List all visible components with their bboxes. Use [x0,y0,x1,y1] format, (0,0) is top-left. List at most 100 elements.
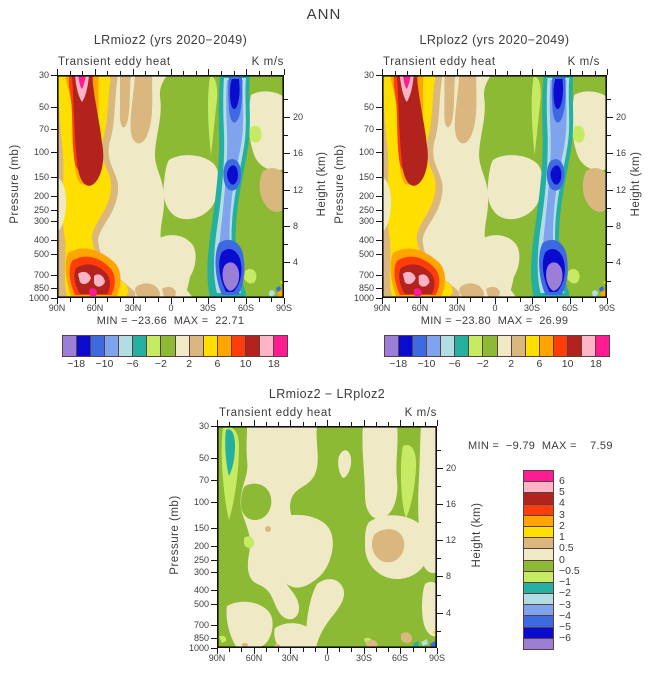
axis-tick [607,190,613,191]
panel3-title: LRmioz2 − LRploz2 [268,387,386,401]
tick-label: 8 [446,571,452,581]
tick-label: 20 [616,112,627,122]
axis-tick [51,298,57,299]
axis-tick [327,648,328,654]
axis-tick [284,135,288,136]
axis-tick [82,298,83,302]
axis-tick [388,422,389,426]
axis-tick [284,208,288,209]
tick-label: 12 [293,185,304,195]
tick-label: 4 [616,257,622,267]
axis-tick [211,426,217,427]
axis-tick [395,298,396,302]
axis-tick [425,422,426,426]
colorbar-cell [273,336,287,356]
colorbar-cell [427,336,442,356]
tick-label: 300 [33,216,49,226]
colorbar-tick-label: −10 [417,358,436,370]
colorbar-cell [524,627,553,639]
axis-tick [211,604,217,605]
tick-label: 250 [193,555,209,565]
axis-tick [437,558,441,559]
axis-tick [234,71,235,75]
axis-tick [51,240,57,241]
axis-tick [437,420,438,426]
colorbar-tick-label: −6 [448,358,461,370]
axis-tick [457,69,458,75]
axis-tick [82,71,83,75]
tick-label: 500 [358,249,374,259]
axis-tick [51,221,57,222]
colorbar-cell [524,515,553,527]
colorbar-tick-label: 6 [536,358,543,370]
axis-tick [376,129,382,130]
tick-label: 90S [275,303,292,313]
contour-field [217,426,437,648]
axis-tick [51,196,57,197]
axis-tick [208,298,209,304]
colorbar-tick-label: 5 [559,486,565,498]
colorbar-cell [133,336,148,356]
tick-label: 30N [281,653,299,663]
axis-tick [570,69,571,75]
axis-tick [376,240,382,241]
colorbar-cell [189,336,204,356]
tick-label: 400 [33,235,49,245]
axis-tick [351,648,352,652]
axis-tick [107,71,108,75]
axis-tick [229,648,230,652]
axis-tick [482,298,483,302]
tick-label: 8 [616,221,622,231]
colorbar-cell [553,336,568,356]
axis-tick [376,177,382,178]
axis-tick [241,422,242,426]
axis-tick [284,281,288,282]
axis-tick [196,71,197,75]
tick-label: 500 [193,599,209,609]
colorbar-tick-label: −1 [559,576,571,588]
colorbar-cell [231,336,246,356]
tick-label: 90S [598,303,615,313]
colorbar-tick-label: 2 [186,358,193,370]
axis-tick [437,486,441,487]
tick-label: 50 [363,102,374,112]
colorbar-tick-label: −10 [95,358,114,370]
axis-tick [351,422,352,426]
axis-tick [183,71,184,75]
colorbar-tick-label: 2 [508,358,515,370]
axis-tick [51,152,57,153]
axis-tick [211,546,217,547]
axis-tick [120,71,121,75]
panel3-pressure-axis-title: Pressure (mb) [169,495,181,575]
tick-label: 1000 [188,643,209,653]
panel2-title: LRploz2 (yrs 2020−2049) [419,33,570,47]
axis-tick [211,625,217,626]
panel1-height-axis-title: Height (km) [316,151,328,217]
tick-label: 30S [355,653,372,663]
axis-tick [607,153,613,154]
axis-tick [211,648,217,649]
axis-tick [437,468,443,469]
axis-tick [278,422,279,426]
axis-tick [457,298,458,304]
axis-tick [241,648,242,652]
colorbar-cell [524,605,553,617]
axis-tick [437,450,441,451]
axis-tick [400,648,401,654]
tick-label: 100 [33,147,49,157]
axis-tick [437,576,443,577]
axis-tick [339,422,340,426]
axis-tick [327,420,328,426]
axis-tick [425,648,426,652]
colorbar-cell [511,336,526,356]
axis-tick [445,71,446,75]
colorbar-tick-label: 18 [590,358,602,370]
axis-tick [254,648,255,654]
tick-label: 90N [373,303,391,313]
colorbar-cell [595,336,609,356]
axis-tick [51,210,57,211]
tick-label: 12 [446,535,457,545]
tick-label: 16 [616,148,627,158]
tick-label: 850 [193,633,209,643]
plot-frame [57,75,284,298]
